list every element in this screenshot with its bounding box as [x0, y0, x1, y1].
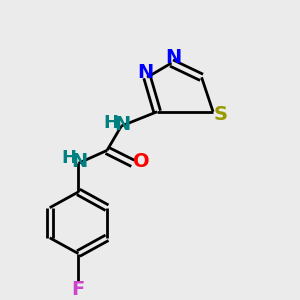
Text: N: N: [165, 48, 181, 67]
Text: H: H: [62, 149, 77, 167]
Text: F: F: [72, 280, 85, 299]
Text: N: N: [72, 152, 88, 171]
Text: H: H: [104, 114, 119, 132]
Text: O: O: [133, 152, 150, 171]
Text: N: N: [138, 63, 154, 82]
Text: S: S: [213, 105, 227, 124]
Text: N: N: [115, 115, 131, 134]
